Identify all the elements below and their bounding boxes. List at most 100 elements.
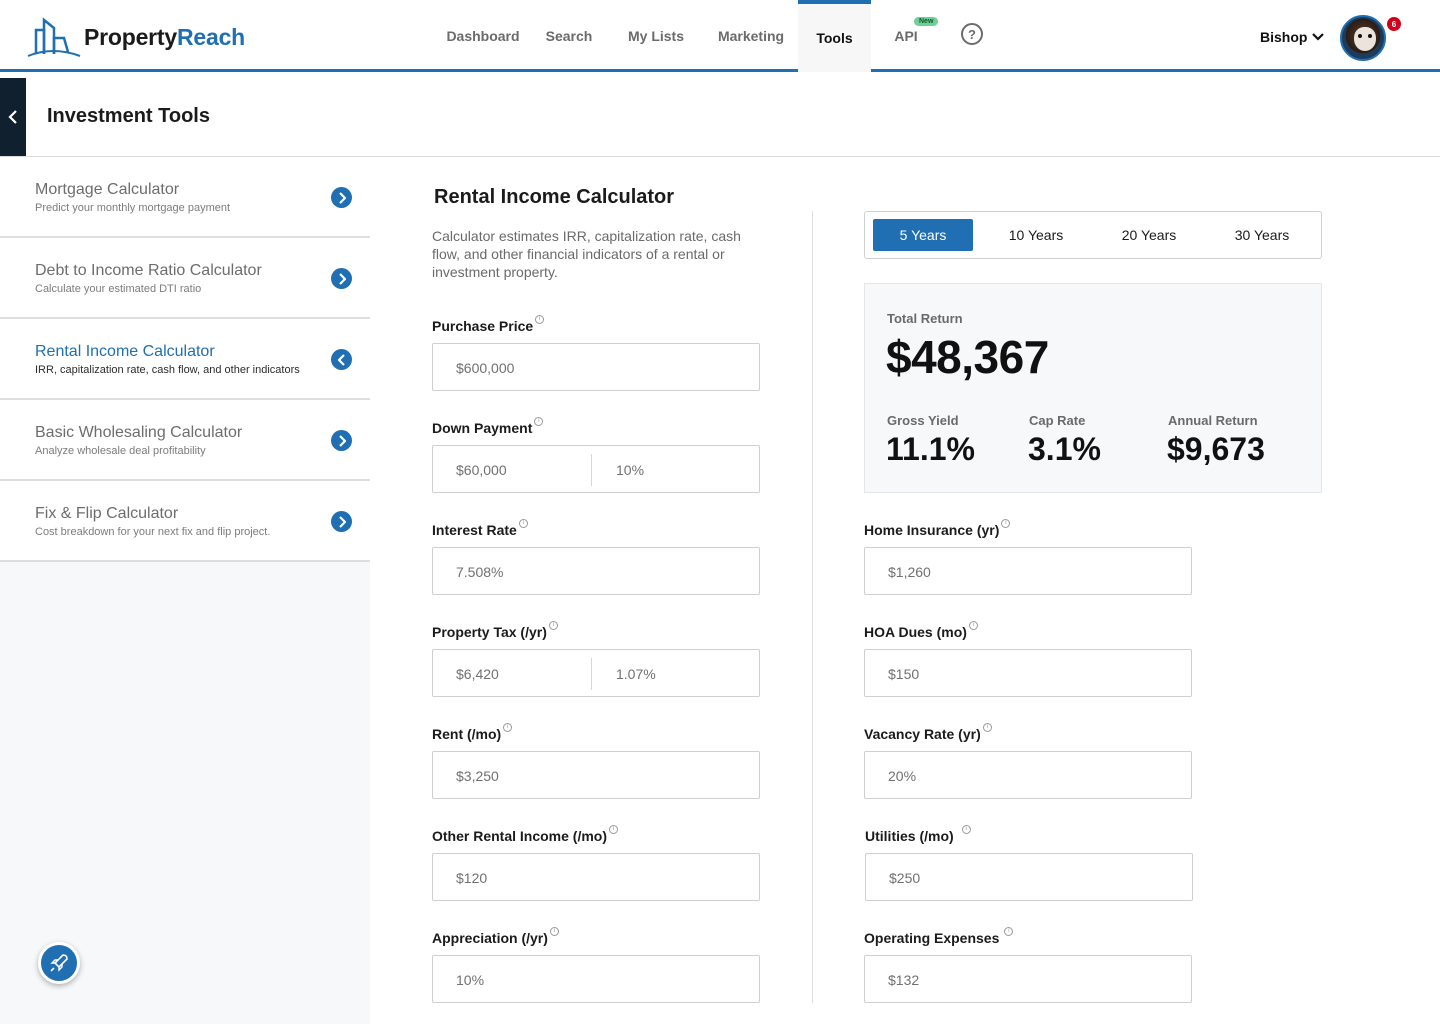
tab-20-years[interactable]: 20 Years (1121, 227, 1177, 243)
label-text: Interest Rate (432, 522, 517, 538)
logo-text-part2: Reach (176, 23, 246, 50)
info-icon[interactable]: i (1004, 927, 1014, 936)
info-icon[interactable]: i (535, 315, 545, 324)
input-value: $60,000 (456, 462, 507, 478)
notification-badge[interactable]: 6 (1387, 17, 1401, 31)
interest-rate-input[interactable]: 7.508% (432, 547, 760, 595)
sidebar-item-rental-income[interactable]: Rental Income Calculator IRR, capitaliza… (0, 319, 370, 400)
purchase-price-label: Purchase Price i (432, 315, 545, 334)
info-icon[interactable]: i (503, 723, 513, 732)
label-text: Home Insurance (yr) (864, 522, 1000, 538)
vacancy-rate-input[interactable]: 20% (864, 751, 1192, 799)
input-value: $150 (888, 666, 920, 682)
sidebar-item-dti[interactable]: Debt to Income Ratio Calculator Calculat… (0, 238, 370, 319)
input-value: $120 (456, 870, 488, 886)
sidebar-item-fix-flip[interactable]: Fix & Flip Calculator Cost breakdown for… (0, 481, 370, 562)
purchase-price-input[interactable]: $600,000 (432, 343, 760, 391)
info-icon[interactable]: i (549, 927, 559, 936)
nav-tools[interactable]: Tools (798, 0, 871, 72)
help-icon[interactable]: ? (961, 23, 983, 45)
chevron-right-icon[interactable] (331, 187, 352, 208)
nav-dashboard[interactable]: Dashboard (446, 28, 520, 44)
annual-return-label: Annual Return (1168, 413, 1258, 428)
info-icon[interactable]: i (968, 621, 978, 630)
results-summary-card: Total Return $48,367 Gross Yield 11.1% C… (864, 283, 1322, 493)
tab-30-years[interactable]: 30 Years (1234, 227, 1290, 243)
label-text: Purchase Price (432, 318, 534, 334)
info-icon[interactable]: i (1001, 519, 1011, 528)
nav-marketing[interactable]: Marketing (717, 28, 785, 44)
interest-rate-label: Interest Rate i (432, 519, 528, 538)
sidebar: Mortgage Calculator Predict your monthly… (0, 157, 370, 1024)
api-new-badge: New (914, 17, 939, 26)
input-value: $250 (889, 870, 921, 886)
vacancy-rate-label: Vacancy Rate (yr) i (864, 723, 992, 742)
sidebar-item-wholesaling[interactable]: Basic Wholesaling Calculator Analyze who… (0, 400, 370, 481)
info-icon[interactable]: i (518, 519, 528, 528)
down-payment-input[interactable]: $60,000 10% (432, 445, 760, 493)
nav-search[interactable]: Search (545, 28, 593, 44)
total-return-label: Total Return (887, 311, 963, 326)
gross-yield-value: 11.1% (886, 431, 975, 467)
tab-5-years[interactable]: 5 Years (873, 219, 973, 251)
down-payment-percent[interactable]: 10% (616, 462, 645, 478)
column-divider (812, 211, 813, 1003)
sidebar-item-subtitle: Calculate your estimated DTI ratio (35, 283, 202, 295)
tab-10-years[interactable]: 10 Years (1008, 227, 1064, 243)
info-icon[interactable]: i (961, 825, 971, 834)
label-text: Down Payment (432, 420, 533, 436)
utilities-label: Utilities (/mo) i (865, 825, 971, 844)
nav-api[interactable]: API (894, 28, 918, 44)
property-tax-percent[interactable]: 1.07% (616, 666, 656, 682)
rocket-icon[interactable] (38, 942, 80, 984)
sidebar-item-title: Mortgage Calculator (35, 181, 180, 198)
sidebar-item-mortgage[interactable]: Mortgage Calculator Predict your monthly… (0, 157, 370, 238)
input-value: 7.508% (456, 564, 504, 580)
page-header: Investment Tools (0, 75, 1440, 157)
input-value: $1,260 (888, 564, 931, 580)
sidebar-item-subtitle: IRR, capitalization rate, cash flow, and… (35, 364, 300, 376)
sidebar-item-subtitle: Predict your monthly mortgage payment (35, 202, 231, 214)
back-button[interactable] (0, 78, 26, 156)
down-payment-label: Down Payment i (432, 417, 544, 436)
chevron-right-icon[interactable] (331, 511, 352, 532)
label-text: Operating Expenses (864, 930, 1000, 946)
sidebar-item-title: Fix & Flip Calculator (35, 505, 179, 522)
chevron-right-icon[interactable] (331, 268, 352, 289)
input-value: $6,420 (456, 666, 499, 682)
chevron-right-icon[interactable] (331, 430, 352, 451)
label-text: Property Tax (/yr) (432, 624, 547, 640)
annual-return-value: $9,673 (1167, 431, 1265, 467)
input-value: $132 (888, 972, 920, 988)
info-icon[interactable]: i (548, 621, 558, 630)
input-separator (591, 454, 592, 486)
chevron-left-icon (8, 110, 17, 124)
operating-expenses-label: Operating Expenses i (864, 927, 1014, 946)
label-text: Vacancy Rate (yr) (864, 726, 981, 742)
label-text: Other Rental Income (/mo) (432, 828, 608, 844)
sidebar-item-subtitle: Analyze wholesale deal profitability (35, 445, 206, 457)
utilities-input[interactable]: $250 (865, 853, 1193, 901)
info-icon[interactable]: i (609, 825, 619, 834)
appreciation-input[interactable]: 10% (432, 955, 760, 1003)
user-menu[interactable]: Bishop (1260, 29, 1325, 45)
info-icon[interactable]: i (982, 723, 992, 732)
chevron-left-icon[interactable] (331, 349, 352, 370)
logo[interactable]: PropertyReach (24, 16, 245, 58)
property-tax-input[interactable]: $6,420 1.07% (432, 649, 760, 697)
other-rental-income-input[interactable]: $120 (432, 853, 760, 901)
sidebar-item-title: Debt to Income Ratio Calculator (35, 262, 262, 279)
top-navigation-bar: PropertyReach Dashboard Search My Lists … (0, 0, 1440, 72)
sidebar-item-title: Basic Wholesaling Calculator (35, 424, 243, 441)
avatar[interactable] (1340, 15, 1386, 61)
info-icon[interactable]: i (534, 417, 544, 426)
nav-my-lists[interactable]: My Lists (627, 28, 684, 44)
operating-expenses-input[interactable]: $132 (864, 955, 1192, 1003)
rent-input[interactable]: $3,250 (432, 751, 760, 799)
user-name: Bishop (1260, 29, 1308, 45)
label-text: Utilities (/mo) (865, 828, 954, 844)
cap-rate-label: Cap Rate (1029, 413, 1086, 428)
home-insurance-input[interactable]: $1,260 (864, 547, 1192, 595)
logo-text-part1: Property (84, 23, 177, 50)
hoa-dues-input[interactable]: $150 (864, 649, 1192, 697)
